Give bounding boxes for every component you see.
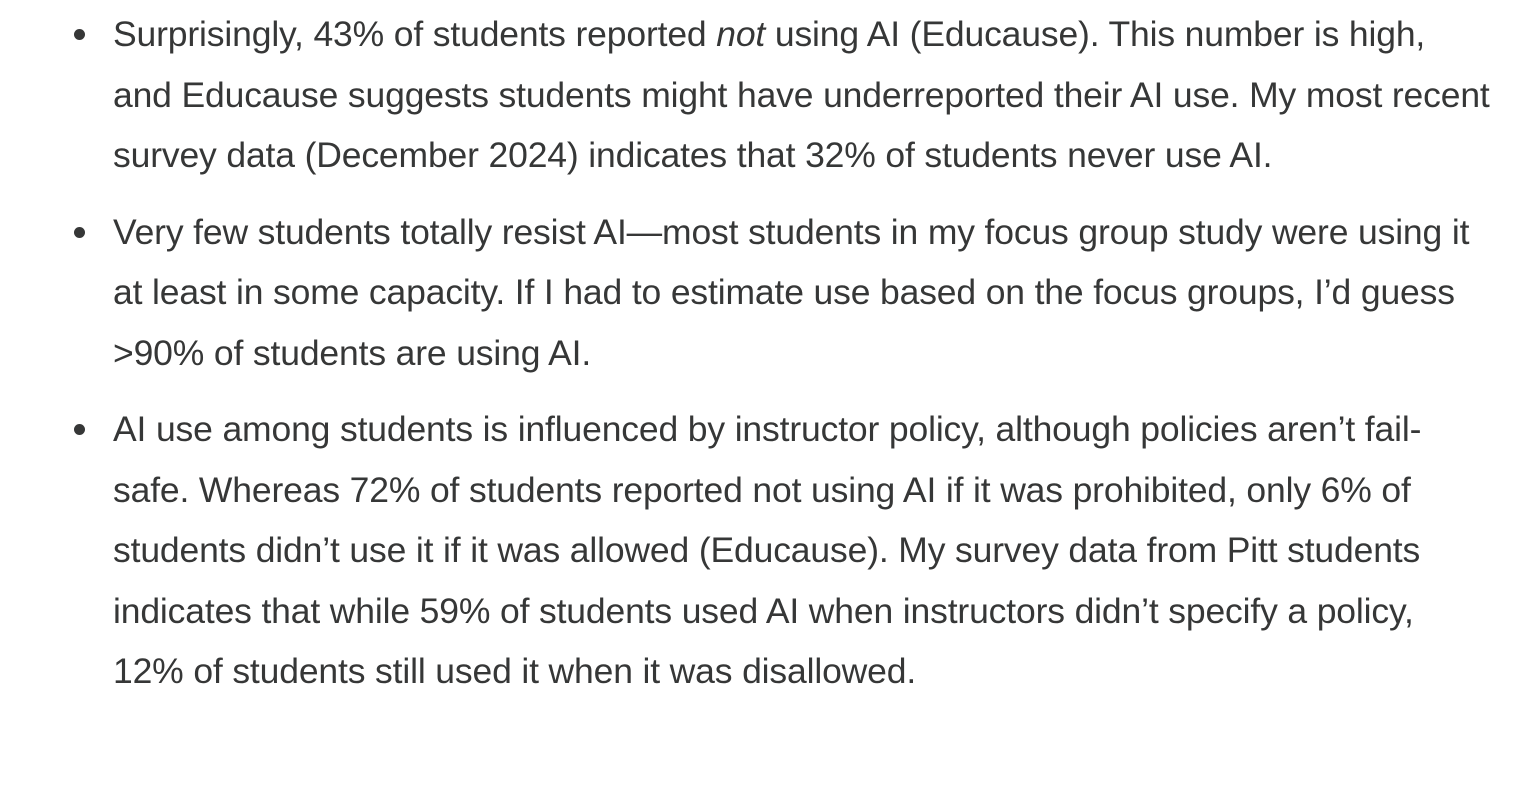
bullet-list: Surprisingly, 43% of students reported n…	[0, 4, 1520, 702]
bullet-text-part: using AI (Educause). This number is high…	[113, 14, 1490, 175]
bullet-dot-icon	[74, 29, 85, 40]
list-item: Surprisingly, 43% of students reported n…	[0, 4, 1520, 186]
list-item: Very few students totally resist AI—most…	[0, 202, 1520, 384]
bullet-dot-icon	[74, 226, 85, 238]
bullet-text-part: Surprisingly, 43% of students reported	[113, 14, 717, 54]
bullet-text: AI use among students is influenced by i…	[113, 409, 1422, 691]
article-content: Surprisingly, 43% of students reported n…	[0, 4, 1520, 702]
bullet-dot-icon	[74, 424, 85, 435]
list-item: AI use among students is influenced by i…	[0, 399, 1520, 702]
emphasis-text: not	[716, 14, 766, 54]
bullet-text: Very few students totally resist AI—most…	[113, 211, 1470, 373]
